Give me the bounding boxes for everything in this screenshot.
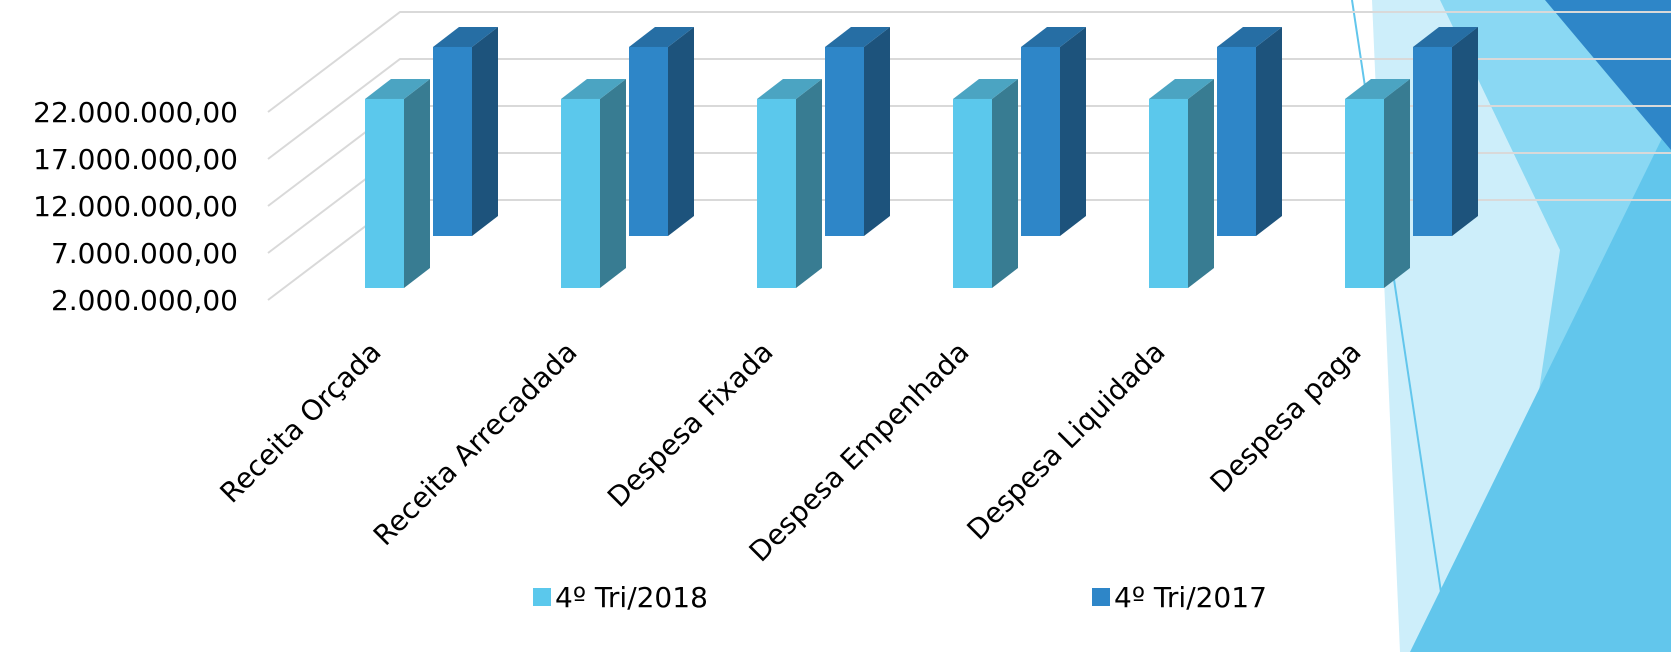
bar-side	[1060, 27, 1086, 236]
bar-side	[864, 27, 890, 236]
bar-front	[953, 99, 992, 288]
legend-label: 4º Tri/2018	[555, 581, 708, 614]
x-tick-label: Despesa Empenhada	[743, 335, 976, 568]
bars	[365, 27, 1478, 288]
legend-label: 4º Tri/2017	[1114, 581, 1267, 614]
bar-side	[1384, 79, 1410, 288]
bar-front	[1149, 99, 1188, 288]
bar-side	[668, 27, 694, 236]
bar	[1149, 79, 1214, 288]
bar-front	[561, 99, 600, 288]
legend-swatch	[533, 588, 551, 606]
bar-front	[365, 99, 404, 288]
x-tick-label: Despesa Liquidada	[960, 335, 1171, 546]
bar	[433, 27, 498, 236]
bar-side	[1256, 27, 1282, 236]
bar-side	[1188, 79, 1214, 288]
bar-side	[796, 79, 822, 288]
bar-front	[1345, 99, 1384, 288]
bar-front	[433, 47, 472, 236]
bar-side	[600, 79, 626, 288]
bar-side	[992, 79, 1018, 288]
bar-side	[1452, 27, 1478, 236]
page: {"chart_data": {"type": "bar3d", "catego…	[0, 0, 1671, 652]
bar-front	[1413, 47, 1452, 236]
x-tick-label: Despesa Fixada	[601, 335, 780, 514]
bar-front	[629, 47, 668, 236]
bar	[953, 79, 1018, 288]
bar	[629, 27, 694, 236]
x-tick-label: Receita Arrecadada	[367, 335, 584, 552]
bar	[1021, 27, 1086, 236]
chart: 2.000.000,00 7.000.000,00 12.000.000,00 17.…	[0, 0, 1671, 652]
y-tick-label: 2.000.000,00	[51, 284, 238, 317]
x-tick-label: Despesa paga	[1204, 335, 1368, 499]
legend-swatch	[1092, 588, 1110, 606]
bar	[561, 79, 626, 288]
y-tick-label: 17.000.000,00	[33, 143, 238, 176]
y-tick-label: 12.000.000,00	[33, 190, 238, 223]
bar	[1217, 27, 1282, 236]
bar-front	[757, 99, 796, 288]
bar-front	[1217, 47, 1256, 236]
bar-side	[472, 27, 498, 236]
bar	[1413, 27, 1478, 236]
bar	[825, 27, 890, 236]
bar	[757, 79, 822, 288]
bar	[1345, 79, 1410, 288]
bar	[365, 79, 430, 288]
y-tick-label: 22.000.000,00	[33, 96, 238, 129]
bar-front	[825, 47, 864, 236]
bar-front	[1021, 47, 1060, 236]
x-tick-label: Receita Orçada	[213, 335, 387, 509]
bar-side	[404, 79, 430, 288]
y-tick-label: 7.000.000,00	[51, 237, 238, 270]
